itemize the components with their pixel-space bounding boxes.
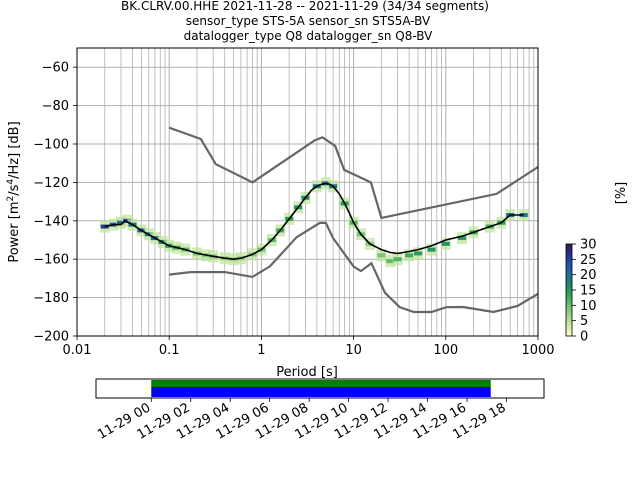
coverage-psd-bar [151, 387, 491, 397]
plot-frame [76, 47, 539, 337]
density-cell [441, 241, 450, 246]
density-cell [116, 220, 125, 225]
noise-model-nlnm [169, 221, 539, 314]
y-tick-label: −160 [33, 253, 69, 268]
density-cell [458, 236, 467, 241]
ppsd-plot: 0.01 0.1 1 10 100 1000 −200 −180 −160 −140 −120 −1… [6, 47, 555, 380]
colorbar-tick-label: 30 [580, 238, 597, 253]
timeline-frame [95, 378, 545, 399]
grid-lines [77, 48, 538, 337]
noise-models [168, 126, 539, 314]
y-tick-label: −100 [33, 138, 69, 153]
y-tick-label: −140 [33, 214, 69, 229]
density-cell [123, 218, 132, 223]
y-tick-label: −80 [42, 99, 69, 114]
y-tick-label: −120 [33, 176, 69, 191]
density-cell [427, 247, 436, 252]
x-tick-label: 100 [433, 343, 458, 358]
x-axis-ticks: 0.01 0.1 1 10 100 1000 [63, 336, 555, 358]
y-axis-ticks: −200 −180 −160 −140 −120 −100 −80 −60 [33, 61, 77, 345]
x-axis-label: Period [s] [276, 365, 338, 380]
title-line-3: datalogger_type Q8 datalogger_sn Q8-BV [184, 29, 434, 43]
y-axis-label: Power [m2/s4/Hz] [dB] [6, 121, 22, 262]
mean-curve [104, 182, 524, 261]
x-tick-label: 0.1 [159, 343, 180, 358]
y-tick-label: −200 [33, 330, 69, 345]
x-tick-label: 0.01 [63, 343, 92, 358]
title-line-1: BK.CLRV.00.HHE 2021-11-28 -- 2021-11-29 … [121, 0, 489, 13]
density-cell [386, 259, 395, 264]
density-cell [377, 253, 386, 258]
density-cell [100, 224, 109, 229]
x-tick-label: 10 [345, 343, 362, 358]
y-tick-label: −60 [42, 61, 69, 76]
colorbar-gradient [565, 243, 573, 337]
colorbar-tick-label: 15 [580, 284, 597, 299]
y-tick-label: −180 [33, 291, 69, 306]
density-cell [405, 253, 414, 258]
colorbar-label: [%] [614, 182, 629, 205]
colorbar-tick-label: 25 [580, 253, 597, 268]
title-line-2: sensor_type STS-5A sensor_sn STS5A-BV [186, 14, 431, 28]
noise-model-nhnm [168, 126, 539, 220]
colorbar-tick-label: 0 [580, 330, 588, 345]
density-cell [414, 251, 423, 256]
colorbar-tick-label: 5 [580, 314, 588, 329]
colorbar-tick-label: 20 [580, 268, 597, 283]
colorbar-tick-label: 10 [580, 299, 597, 314]
x-tick-label: 1000 [521, 343, 554, 358]
density-cell [393, 257, 402, 262]
coverage-data-bar [151, 380, 491, 387]
density-cell [519, 213, 528, 218]
mean-curve-layer [104, 182, 524, 261]
x-tick-label: 1 [257, 343, 265, 358]
